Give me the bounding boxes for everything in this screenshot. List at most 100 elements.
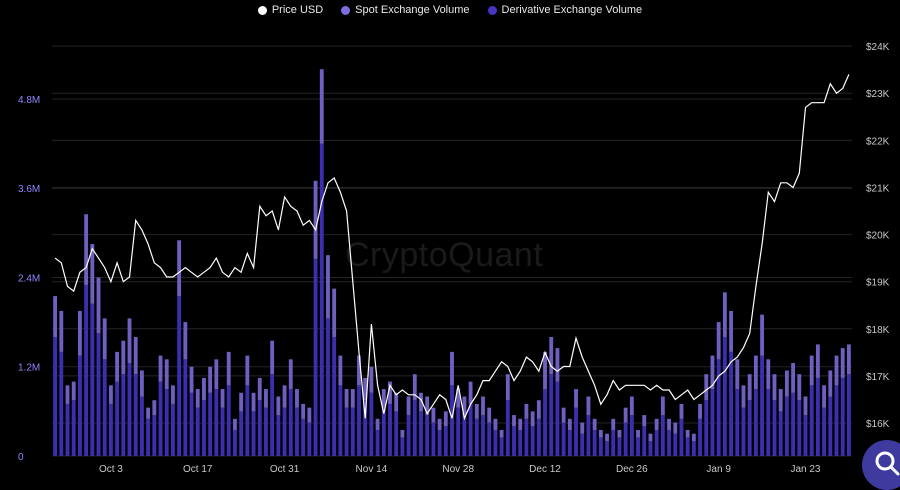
legend-item-derivative[interactable]: Derivative Exchange Volume [487,4,642,16]
derivative-bar [822,407,827,456]
spot-bar [840,348,845,378]
spot-bar [474,403,479,419]
derivative-bar [276,415,281,456]
derivative-bar [195,407,200,456]
spot-bar [77,310,82,356]
spot-bar [487,407,492,423]
spot-bar [53,296,58,337]
y-right-tick-label: $24K [866,42,890,53]
derivative-bar [338,385,343,456]
spot-bar [307,407,312,423]
derivative-bar [729,351,733,456]
derivative-bar [629,415,634,456]
legend-item-spot[interactable]: Spot Exchange Volume [341,4,470,16]
spot-bar [766,359,771,390]
spot-bar [295,389,299,408]
spot-bar [102,318,107,360]
derivative-bar [264,407,268,456]
derivative-bar [592,429,597,456]
x-tick-label: Oct 17 [183,464,213,475]
legend-item-price[interactable]: Price USD [257,4,324,16]
derivative-bar [102,359,107,456]
spot-bar [350,389,355,408]
y-right-tick-label: $19K [866,278,890,289]
spot-bar [146,407,151,419]
derivative-bar [456,407,461,456]
chart-legend: Price USD Spot Exchange Volume Derivativ… [0,4,900,16]
spot-bar [592,418,597,430]
y-right-tick-label: $23K [866,89,890,100]
spot-bar [481,396,485,416]
spot-bar [96,277,101,334]
legend-swatch-derivative [487,5,497,15]
derivative-bar [605,441,609,456]
spot-bar [65,385,70,404]
derivative-bar [295,407,299,456]
derivative-bar [505,400,510,456]
derivative-bar [270,374,275,456]
spot-bar [121,340,126,375]
legend-label-price: Price USD [271,4,324,16]
derivative-bar [722,336,727,456]
x-tick-label: Jan 23 [790,464,820,475]
derivative-bar [815,377,820,456]
derivative-bar [220,407,225,456]
derivative-bar [778,411,783,456]
derivative-bar [257,400,262,456]
spot-bar [357,355,361,386]
spot-bar [605,433,609,442]
spot-bar [208,366,213,393]
derivative-bar [611,429,616,456]
derivative-bar [431,422,436,456]
spot-bar [375,418,380,430]
derivative-bar [586,415,591,456]
spot-bar [456,389,461,408]
search-button[interactable] [862,440,900,490]
derivative-bar [84,284,89,456]
x-tick-label: Nov 14 [356,464,388,475]
search-icon [875,451,900,476]
spot-bar [834,355,839,386]
derivative-bar [493,429,498,456]
derivative-bar [797,400,802,456]
spot-bar [815,344,820,378]
spot-bar [580,422,585,434]
y-right-tick-label: $20K [866,231,890,242]
spot-bar [735,359,740,390]
derivative-bar [419,411,423,456]
derivative-bar [245,385,250,456]
spot-bar [667,418,671,430]
derivative-bar [400,437,405,456]
derivative-bar [654,429,659,456]
spot-bar [419,392,423,412]
spot-bar [803,396,808,416]
y-right-tick-label: $22K [866,136,890,147]
spot-bar [611,418,616,430]
derivative-bar [202,400,206,456]
y-left-tick-label: 4.8M [18,95,40,106]
derivative-bar [772,400,777,456]
spot-bar [425,396,430,416]
derivative-bar [648,441,653,456]
derivative-bar [71,400,76,456]
spot-bar [344,389,349,408]
derivative-bar [499,437,504,456]
spot-bar [772,374,777,401]
derivative-bar [834,385,839,456]
spot-bar [437,418,442,430]
y-right-tick-label: $17K [866,372,890,383]
y-right-tick-label: $18K [866,325,890,336]
spot-bar [369,366,374,393]
derivative-bar [140,396,144,456]
spot-bar [177,240,182,297]
spot-bar [586,396,591,416]
derivative-bar [543,389,547,456]
spot-bar [363,377,368,401]
derivative-bar [791,392,796,456]
spot-bar [561,407,566,423]
x-tick-label: Oct 3 [99,464,123,475]
spot-bar [388,381,392,404]
spot-bar [636,429,640,438]
derivative-bar [152,415,157,456]
spot-bar [239,392,244,412]
